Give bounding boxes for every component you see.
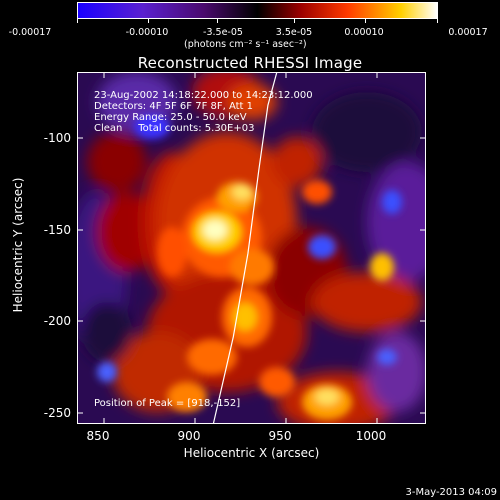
peak-position-annotation: Position of Peak = [918,-152]	[94, 398, 241, 409]
heatmap-canvas	[77, 72, 426, 424]
x-tick-label: 850	[86, 429, 110, 443]
colorbar-tick	[77, 19, 78, 23]
axis-ticks	[77, 72, 426, 424]
colorbar-tick	[365, 19, 366, 23]
heatmap-negative-regions	[97, 115, 402, 382]
colorbar-tick	[294, 19, 295, 23]
colorbar-tick-label: 0.00010	[344, 27, 384, 38]
y-tick-label: -100	[43, 131, 71, 145]
y-axis-label: Heliocentric Y (arcsec)	[11, 177, 25, 313]
colorbar-tick-label: 0.00017	[448, 27, 488, 38]
colorbar-units: (photons cm⁻² s⁻¹ asec⁻²)	[184, 39, 307, 50]
plot-frame	[77, 72, 426, 424]
time-range-annotation: 23-Aug-2002 14:18:22.000 to 14:23:12.000	[94, 90, 313, 101]
detectors-annotation: Detectors: 4F 5F 6F 7F 8F, Att 1	[94, 101, 254, 112]
colorbar-tick	[148, 19, 149, 23]
method-counts-annotation: Clean Total counts: 5.30E+03	[94, 123, 255, 134]
y-tick-label: -150	[43, 223, 71, 237]
colorbar-tick-label: -0.00017	[8, 27, 52, 38]
x-axis-label: Heliocentric X (arcsec)	[183, 446, 320, 460]
y-tick-label: -200	[43, 314, 71, 328]
colorbar-tick-label: -0.00010	[125, 27, 169, 38]
colorbar-tick-label: 3.5e-05	[275, 27, 313, 38]
heatmap-bright-core	[157, 180, 394, 420]
x-tick-label: 950	[268, 429, 292, 443]
y-tick-label: -250	[43, 406, 71, 420]
plot-date: 3-May-2013 04:09	[405, 487, 497, 498]
colorbar-gradient	[78, 3, 437, 18]
x-tick-label: 900	[177, 429, 201, 443]
plot-title: Reconstructed RHESSI Image	[137, 54, 363, 72]
colorbar-tick-label: -3.5e-05	[203, 27, 243, 38]
colorbar-tick	[437, 19, 438, 23]
colorbar-tick	[217, 19, 218, 23]
colorbar	[77, 2, 438, 19]
solar-limb-curve	[212, 72, 278, 424]
rhessi-image-plot	[77, 72, 426, 424]
energy-range-annotation: Energy Range: 25.0 - 50.0 keV	[94, 112, 247, 123]
x-tick-label: 1000	[355, 429, 387, 443]
